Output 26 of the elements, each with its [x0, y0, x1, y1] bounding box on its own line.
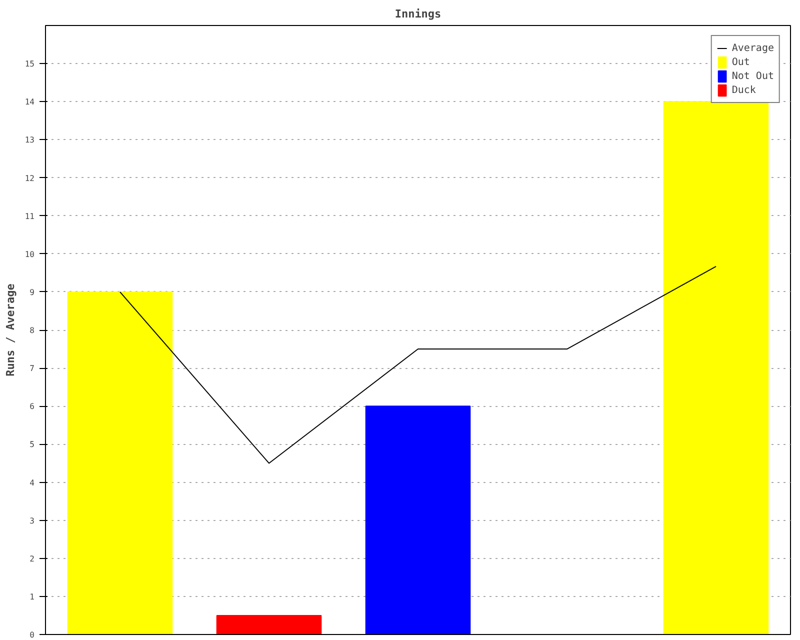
y-tick-label: 7 — [30, 364, 35, 374]
y-tick-label: 5 — [30, 440, 35, 450]
y-tick-label: 8 — [30, 326, 35, 335]
legend-label: Average — [732, 42, 774, 54]
y-tick-label: 15 — [24, 60, 35, 69]
legend-label: Out — [732, 56, 751, 68]
y-tick-label: 9 — [30, 288, 35, 297]
chart-title: Innings — [394, 8, 442, 20]
bar — [67, 291, 173, 634]
bar — [365, 406, 471, 634]
y-tick-label: 11 — [24, 212, 35, 221]
y-axis-title: Runs / Average — [4, 283, 17, 376]
y-tick-label: 14 — [24, 98, 35, 107]
y-tick-label: 0 — [30, 630, 35, 640]
y-tick-label: 3 — [30, 516, 35, 526]
y-tick-label: 12 — [24, 174, 35, 183]
y-tick-label: 1 — [30, 592, 35, 602]
legend-label: Not Out — [732, 70, 774, 82]
y-tick-label: 4 — [30, 478, 35, 488]
y-tick-label: 10 — [24, 250, 35, 259]
legend-label: Duck — [732, 84, 756, 96]
y-tick-label: 13 — [24, 136, 35, 145]
line-series — [120, 266, 716, 464]
y-tick-label: 2 — [30, 554, 35, 564]
bar — [216, 614, 322, 634]
y-tick-label: 6 — [30, 402, 35, 412]
